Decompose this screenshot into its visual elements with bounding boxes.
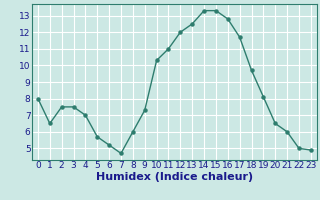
X-axis label: Humidex (Indice chaleur): Humidex (Indice chaleur) [96,172,253,182]
